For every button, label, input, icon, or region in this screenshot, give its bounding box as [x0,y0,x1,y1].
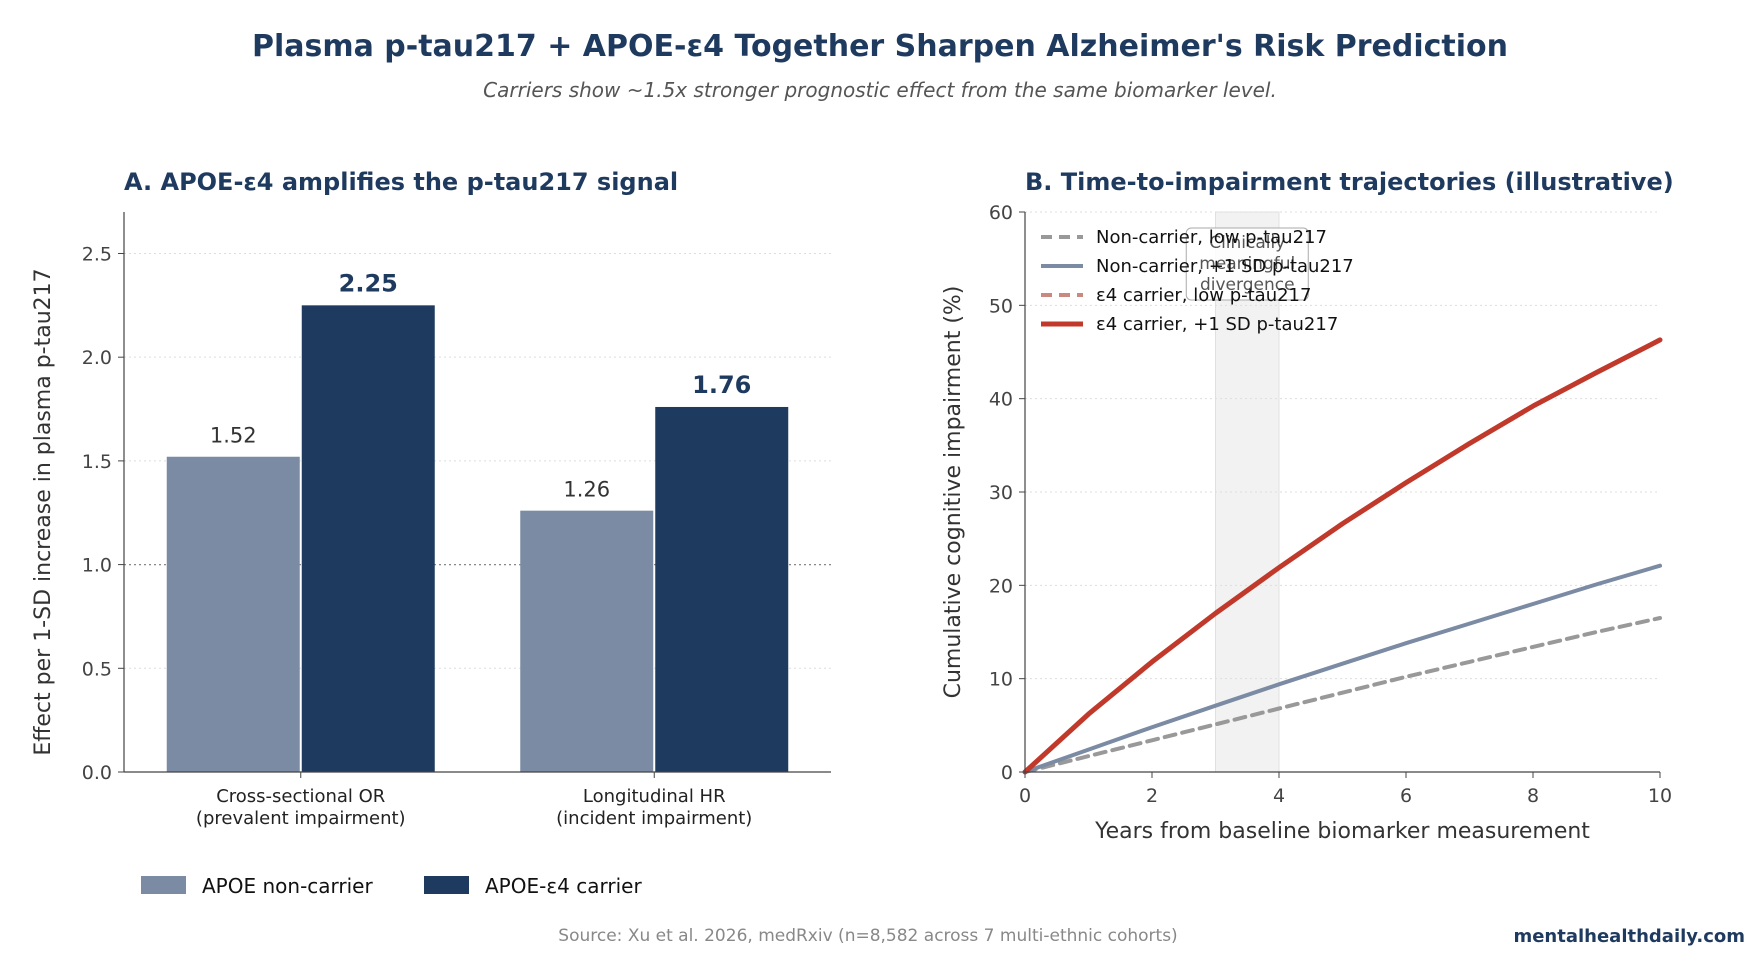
legend-label: ε4 carrier, +1 SD p-tau217 [1096,314,1338,335]
bar-value-label: 1.76 [692,371,751,399]
x-tick-label: 6 [1400,785,1412,807]
source-note: Source: Xu et al. 2026, medRxiv (n=8,582… [558,926,1177,946]
series-line [1022,337,1663,775]
legend-label: APOE-ε4 carrier [485,874,642,898]
brand-watermark: mentalhealthdaily.com [1513,926,1745,947]
panel-a-title: A. APOE-ε4 amplifies the p-tau217 signal [124,168,678,196]
y-tick-label: 50 [989,295,1013,317]
panel-a-bar-chart: A. APOE-ε4 amplifies the p-tau217 signal… [31,168,831,898]
shaded-region-label: divergence [1200,275,1295,295]
series-line [1023,563,1662,774]
legend-swatch [141,876,186,894]
x-tick-label: 10 [1648,785,1672,807]
bar-non-carrier [520,510,654,772]
bar-value-label: 1.26 [563,478,610,502]
x-tick-label: 8 [1527,785,1539,807]
bar-value-label: 1.52 [210,424,257,448]
category-label: Longitudinal HR [583,786,726,807]
figure-title: Plasma p-tau217 + APOE-ε4 Together Sharp… [252,29,1508,64]
x-tick-label: 4 [1273,785,1285,807]
category-sublabel: (incident impairment) [556,808,752,829]
y-tick-label: 1.0 [82,555,112,577]
panel-b-title: B. Time-to-impairment trajectories (illu… [1025,168,1674,196]
y-tick-label: 1.5 [82,451,112,473]
y-tick-label: 2.5 [82,243,112,265]
panel-b-line-chart: B. Time-to-impairment trajectories (illu… [941,168,1674,844]
y-tick-label: 0.0 [82,762,112,784]
bar-carrier [301,305,435,772]
shaded-region-label: Clinically [1209,233,1285,253]
x-tick-label: 2 [1146,785,1158,807]
legend-label: Non-carrier, low p-tau217 [1096,227,1327,248]
category-label: Cross-sectional OR [216,786,385,807]
legend-swatch [424,876,469,894]
bar-value-label: 2.25 [339,269,398,297]
bar-non-carrier [166,456,300,772]
category-sublabel: (prevalent impairment) [196,808,406,829]
legend-label: ε4 carrier, low p-tau217 [1096,285,1311,306]
figure-subtitle: Carriers show ~1.5x stronger prognostic … [483,78,1277,102]
x-tick-label: 0 [1019,785,1031,807]
legend-label: APOE non-carrier [202,874,373,898]
y-tick-label: 10 [989,669,1013,691]
y-tick-label: 40 [989,389,1013,411]
x-axis-label: Years from baseline biomarker measuremen… [1094,819,1590,844]
bar-carrier [655,406,789,772]
shaded-region-label: meaningful [1199,254,1295,274]
y-tick-label: 30 [989,482,1013,504]
y-tick-label: 60 [989,202,1013,224]
y-tick-label: 20 [989,575,1013,597]
y-tick-label: 0 [1001,762,1013,784]
series-line [1023,616,1662,774]
shaded-region-annotation-box [1185,227,1309,301]
y-tick-label: 2.0 [82,347,112,369]
y-tick-label: 0.5 [82,658,112,680]
y-axis-label: Effect per 1-SD increase in plasma p-tau… [31,268,56,755]
legend-label: Non-carrier, +1 SD p-tau217 [1096,256,1354,277]
y-axis-label: Cumulative cognitive impairment (%) [941,286,966,699]
